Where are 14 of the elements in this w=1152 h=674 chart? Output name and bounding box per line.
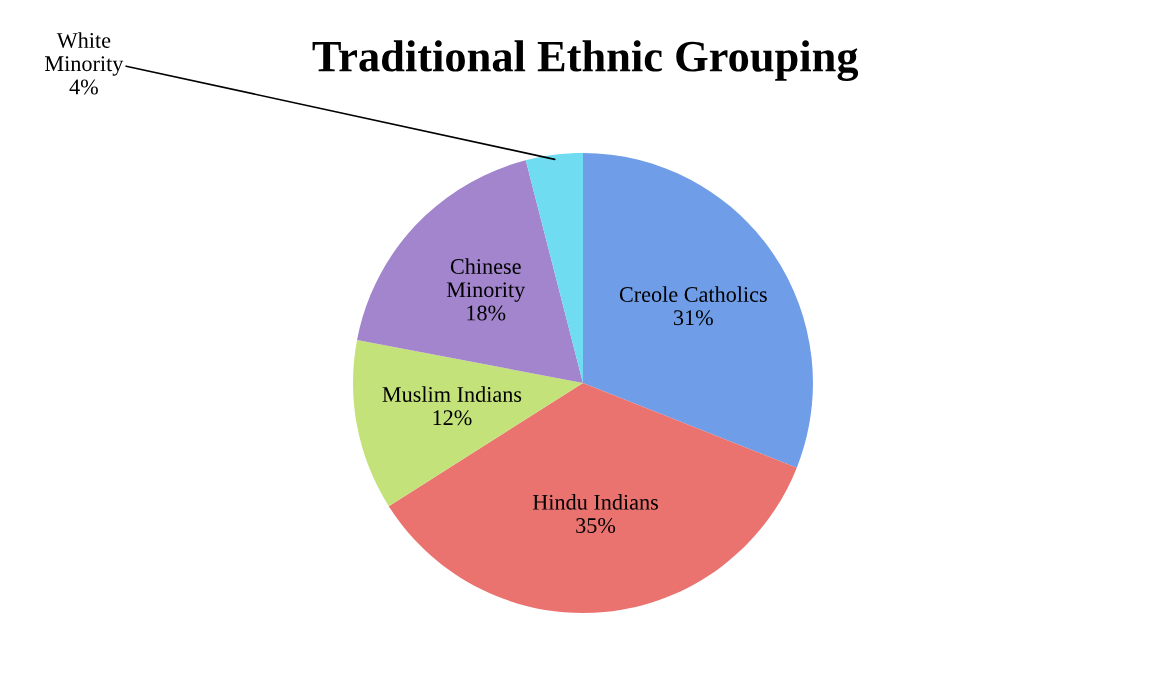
slice-label: White Minority xyxy=(45,32,124,76)
pie-slice xyxy=(582,153,813,468)
data-label: 18% xyxy=(467,305,506,321)
chart-title: Traditional Ethnic Grouping xyxy=(312,40,859,81)
slice-label: Chinese Minority xyxy=(446,258,526,302)
slice-label: Creole Catholics xyxy=(619,286,767,302)
data-label: 35% xyxy=(576,517,616,534)
slice-label: Muslim Indians xyxy=(382,386,522,402)
pie-slice xyxy=(357,160,583,383)
pie-slice xyxy=(525,153,583,383)
data-label: 12% xyxy=(433,410,472,426)
data-label: 4% xyxy=(69,79,98,95)
data-label: 31% xyxy=(674,310,713,326)
slice-label: Hindu Indians xyxy=(532,494,658,510)
